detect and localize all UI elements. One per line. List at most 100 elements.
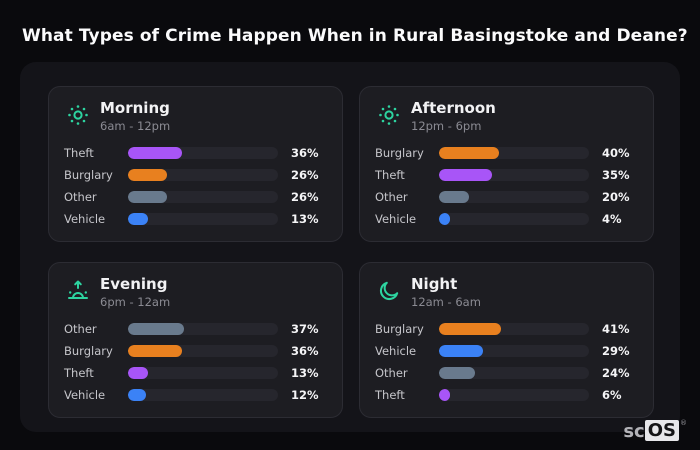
page-title: What Types of Crime Happen When in Rural… [22, 26, 688, 46]
cards-grid: Morning 6am - 12pm Theft 36% Burglary 26… [48, 86, 654, 418]
bar-track [128, 389, 278, 402]
bar-label: Burglary [64, 344, 113, 359]
bar-fill [128, 147, 182, 160]
bar-value: 24% [602, 366, 630, 381]
bar-value: 20% [602, 190, 630, 205]
bar-value: 41% [602, 322, 630, 337]
bar-row: Theft 13% [64, 366, 327, 380]
card-rows: Burglary 40% Theft 35% Other 20% Vehicle [375, 146, 638, 226]
bar-track [128, 345, 278, 358]
bar-row: Vehicle 13% [64, 212, 327, 226]
card-title: Evening [100, 275, 168, 293]
card-header-text: Evening 6pm - 12am [100, 275, 171, 310]
bar-row: Vehicle 4% [375, 212, 638, 226]
bar-fill [128, 169, 167, 182]
bar-value: 6% [602, 388, 622, 403]
sun-icon [68, 105, 88, 125]
card-subtitle: 6pm - 12am [100, 295, 171, 310]
card-header: Afternoon 12pm - 6pm [375, 99, 638, 133]
bar-fill [439, 147, 499, 160]
bar-row: Other 20% [375, 190, 638, 204]
time-period-card: Afternoon 12pm - 6pm Burglary 40% Theft … [359, 86, 654, 242]
bar-fill [128, 389, 146, 402]
bar-value: 13% [291, 212, 319, 227]
bar-label: Theft [64, 146, 94, 161]
bar-fill [128, 213, 148, 226]
bar-fill [439, 367, 475, 380]
sun-icon [379, 105, 399, 125]
bar-row: Other 26% [64, 190, 327, 204]
bar-label: Burglary [375, 146, 424, 161]
card-title: Morning [100, 99, 170, 117]
bar-fill [128, 323, 184, 336]
bar-row: Other 37% [64, 322, 327, 336]
bar-row: Burglary 26% [64, 168, 327, 182]
bar-fill [128, 367, 148, 380]
bar-track [128, 367, 278, 380]
scos-logo: sc OS ® [623, 420, 687, 441]
card-subtitle: 6am - 12pm [100, 119, 171, 134]
bar-label: Burglary [375, 322, 424, 337]
card-title: Afternoon [411, 99, 496, 117]
bar-label: Other [375, 190, 408, 205]
bar-value: 26% [291, 190, 319, 205]
bar-track [128, 213, 278, 226]
bar-row: Vehicle 12% [64, 388, 327, 402]
bar-value: 29% [602, 344, 630, 359]
card-rows: Burglary 41% Vehicle 29% Other 24% Theft [375, 322, 638, 402]
card-title: Night [411, 275, 458, 293]
bar-value: 26% [291, 168, 319, 183]
bar-label: Theft [64, 366, 94, 381]
bar-value: 35% [602, 168, 630, 183]
bar-fill [439, 169, 492, 182]
card-header: Evening 6pm - 12am [64, 275, 327, 310]
card-rows: Theft 36% Burglary 26% Other 26% Vehicle [64, 146, 327, 226]
bar-label: Other [64, 322, 97, 337]
card-rows: Other 37% Burglary 36% Theft 13% Vehicle [64, 322, 327, 402]
bar-value: 4% [602, 212, 622, 227]
bar-track [439, 367, 589, 380]
bar-label: Theft [375, 388, 405, 403]
card-header-text: Afternoon 12pm - 6pm [411, 99, 496, 133]
bar-value: 36% [291, 344, 319, 359]
bar-track [128, 323, 278, 336]
card-subtitle: 12am - 6am [411, 295, 481, 310]
bar-fill [128, 191, 167, 204]
bar-label: Vehicle [64, 388, 106, 403]
bar-label: Burglary [64, 168, 113, 183]
bar-row: Vehicle 29% [375, 344, 638, 358]
bar-row: Theft 36% [64, 146, 327, 160]
card-header-text: Night 12am - 6am [411, 275, 481, 310]
bar-track [439, 169, 589, 182]
bar-track [128, 191, 278, 204]
bar-value: 12% [291, 388, 319, 403]
bar-fill [128, 345, 182, 358]
bar-fill [439, 389, 450, 402]
bar-label: Theft [375, 168, 405, 183]
bar-label: Other [64, 190, 97, 205]
bar-fill [439, 323, 501, 336]
bar-label: Vehicle [375, 344, 417, 359]
bar-label: Vehicle [64, 212, 106, 227]
card-header-text: Morning 6am - 12pm [100, 99, 171, 134]
bar-row: Theft 6% [375, 388, 638, 402]
bar-track [439, 345, 589, 358]
bar-track [439, 323, 589, 336]
time-period-card: Evening 6pm - 12am Other 37% Burglary 36… [48, 262, 343, 418]
bar-value: 40% [602, 146, 630, 161]
bar-track [439, 147, 589, 160]
bar-row: Other 24% [375, 366, 638, 380]
logo-suffix: OS [644, 420, 679, 441]
bar-value: 13% [291, 366, 319, 381]
bar-fill [439, 191, 469, 204]
moon-icon [380, 281, 399, 300]
bar-row: Theft 35% [375, 168, 638, 182]
sunrise-icon [68, 280, 88, 299]
logo-prefix: sc [623, 421, 645, 442]
bar-track [439, 213, 589, 226]
bar-track [439, 389, 589, 402]
bar-row: Burglary 41% [375, 322, 638, 336]
bar-label: Other [375, 366, 408, 381]
bar-track [128, 169, 278, 182]
